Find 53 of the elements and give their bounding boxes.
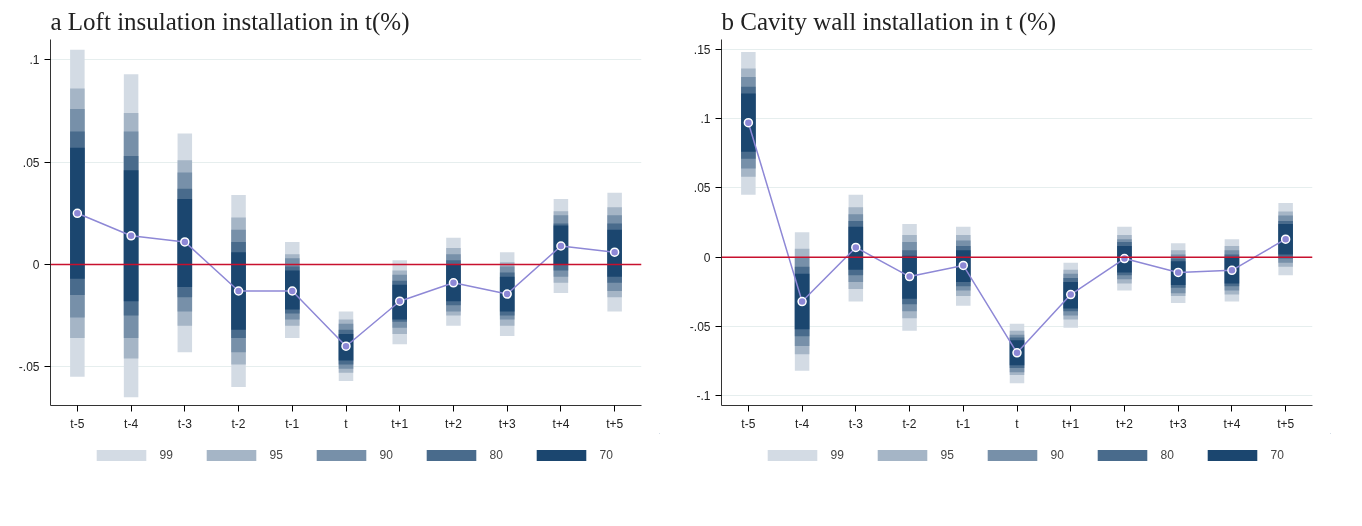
x-tick-label: t-1 xyxy=(285,416,300,431)
y-tick-label: .05 xyxy=(22,155,40,170)
legend-label: 90 xyxy=(1050,448,1065,462)
y-tick-label: -.1 xyxy=(696,389,711,404)
bar xyxy=(123,170,139,302)
legend-label: 90 xyxy=(379,448,394,462)
x-tick-label: t-3 xyxy=(848,416,864,431)
y-tick-label: .15 xyxy=(693,42,711,57)
point xyxy=(797,296,807,307)
point xyxy=(72,208,83,219)
x-tick-label: t+2 xyxy=(444,416,463,431)
x-tick-label: t-5 xyxy=(70,416,85,431)
point xyxy=(126,231,136,241)
x-tick-label: t+5 xyxy=(606,416,624,431)
legend-label: 80 xyxy=(1160,448,1175,462)
y-tick-label: .1 xyxy=(29,53,40,68)
x-tick-label: t-2 xyxy=(231,416,246,431)
x-tick-label: t xyxy=(1015,416,1020,431)
x-tick-label: t-4 xyxy=(124,416,139,431)
x-tick-label: t+4 xyxy=(552,416,570,431)
legend-label: 70 xyxy=(1270,448,1285,462)
x-tick-label: t-3 xyxy=(177,416,193,431)
y-tick-label: .05 xyxy=(693,181,711,196)
chart-title: a Loft insulation installation in t(%) xyxy=(50,7,410,36)
x-tick-label: t+1 xyxy=(391,416,409,431)
y-tick-label: 0 xyxy=(32,257,40,272)
legend-label: 80 xyxy=(489,448,504,462)
x-tick-label: t+4 xyxy=(1223,416,1241,431)
y-tick-label: .1 xyxy=(700,112,711,127)
x-tick-label: t-5 xyxy=(741,416,756,431)
legend-label: 70 xyxy=(599,448,614,462)
point xyxy=(180,237,190,247)
point xyxy=(609,247,620,257)
x-tick-label: t-1 xyxy=(956,416,971,431)
x-tick-label: t+1 xyxy=(1062,416,1080,431)
legend-label: 95 xyxy=(940,448,955,462)
x-tick-label: t+3 xyxy=(1169,416,1188,431)
x-tick-label: t+2 xyxy=(1115,416,1134,431)
y-tick-label: -.05 xyxy=(689,319,711,334)
legend-label: 99 xyxy=(830,448,845,462)
legend-label: 99 xyxy=(159,448,174,462)
x-tick-label: t+3 xyxy=(498,416,517,431)
x-tick-label: t-4 xyxy=(795,416,810,431)
bar xyxy=(177,198,193,287)
x-tick-label: t-2 xyxy=(902,416,917,431)
legend-label: 95 xyxy=(269,448,284,462)
x-tick-label: t+5 xyxy=(1277,416,1295,431)
chart-title: b Cavity wall installation in t (%) xyxy=(721,7,1057,36)
point xyxy=(743,117,754,128)
x-tick-label: t xyxy=(344,416,349,431)
y-tick-label: 0 xyxy=(703,250,711,265)
bar xyxy=(70,147,85,279)
y-tick-label: -.05 xyxy=(18,360,40,375)
